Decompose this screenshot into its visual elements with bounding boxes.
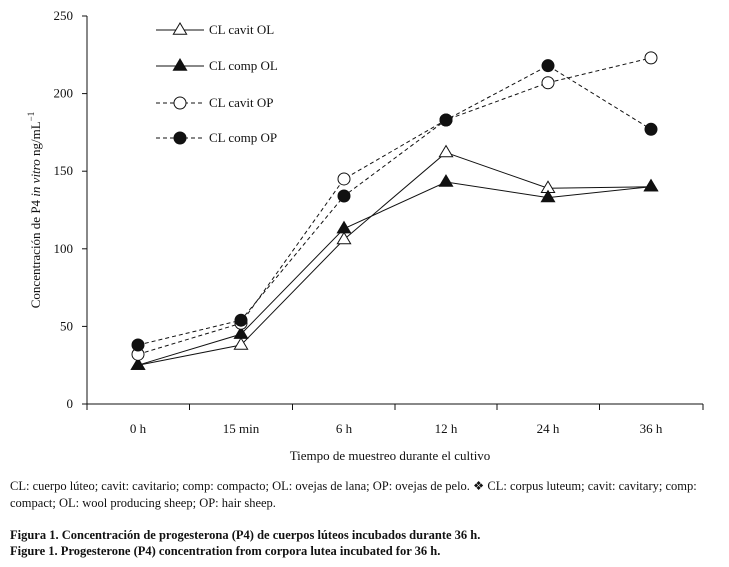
data-point: [336, 220, 352, 234]
x-tick-label: 36 h: [640, 421, 663, 436]
x-tick-label: 0 h: [130, 421, 147, 436]
y-tick-label: 0: [67, 396, 74, 411]
series-line: [137, 65, 652, 346]
series-cl-comp-op: [131, 59, 658, 352]
legend-label: CL cavit OL: [209, 22, 274, 37]
data-point: [131, 338, 145, 352]
series-line: [137, 181, 652, 366]
data-point: [541, 76, 555, 90]
figure-captions: Figura 1. Concentración de progesterona …: [10, 527, 722, 559]
caption-spanish: Figura 1. Concentración de progesterona …: [10, 528, 481, 542]
legend-marker: [173, 131, 187, 145]
data-point: [438, 144, 454, 158]
data-point: [130, 357, 146, 370]
y-tick-label: 200: [54, 86, 74, 101]
legend-label: CL comp OL: [209, 58, 278, 73]
data-point: [233, 326, 249, 339]
y-tick-label: 50: [60, 318, 73, 333]
data-point: [337, 172, 351, 186]
data-point: [541, 59, 555, 73]
data-point: [233, 337, 249, 350]
data-point: [644, 122, 658, 136]
x-axis-label: Tiempo de muestreo durante el cultivo: [290, 448, 491, 463]
x-tick-label: 15 min: [223, 421, 260, 436]
data-point: [439, 113, 453, 127]
chart-notes: CL: cuerpo lúteo; cavit: cavitario; comp…: [10, 479, 697, 510]
x-tick-label: 6 h: [336, 421, 353, 436]
data-point: [336, 231, 352, 245]
axes: 0 50 100 150 200 250 0 h 15 min 6 h 12 h 24 h 36 h: [54, 8, 704, 436]
y-axis-label: Concentración de P4 in vitro ng/mL−1: [26, 112, 43, 309]
series-line: [137, 152, 652, 366]
series-cl-cavit-ol: [130, 144, 659, 370]
data-point: [234, 313, 248, 327]
series-line: [137, 57, 652, 355]
data-point: [540, 189, 556, 203]
legend-marker: [173, 96, 187, 110]
series-group: [130, 51, 659, 370]
y-tick-label: 100: [54, 241, 74, 256]
legend: CL cavit OL CL comp OL CL cavit OP CL comp …: [156, 22, 278, 145]
x-tick-label: 24 h: [537, 421, 560, 436]
y-tick-label: 250: [54, 8, 74, 23]
x-tick-label: 12 h: [435, 421, 458, 436]
data-point: [643, 178, 659, 192]
data-point: [644, 51, 658, 65]
data-point: [438, 174, 454, 187]
data-point: [337, 189, 351, 203]
legend-label: CL comp OP: [209, 130, 277, 145]
caption-english: Figure 1. Progesterone (P4) concentratio…: [10, 544, 441, 558]
legend-label: CL cavit OP: [209, 95, 274, 110]
legend-marker: [172, 58, 188, 71]
legend-marker: [172, 22, 188, 35]
y-tick-label: 150: [54, 163, 74, 178]
series-cl-comp-ol: [130, 174, 659, 370]
